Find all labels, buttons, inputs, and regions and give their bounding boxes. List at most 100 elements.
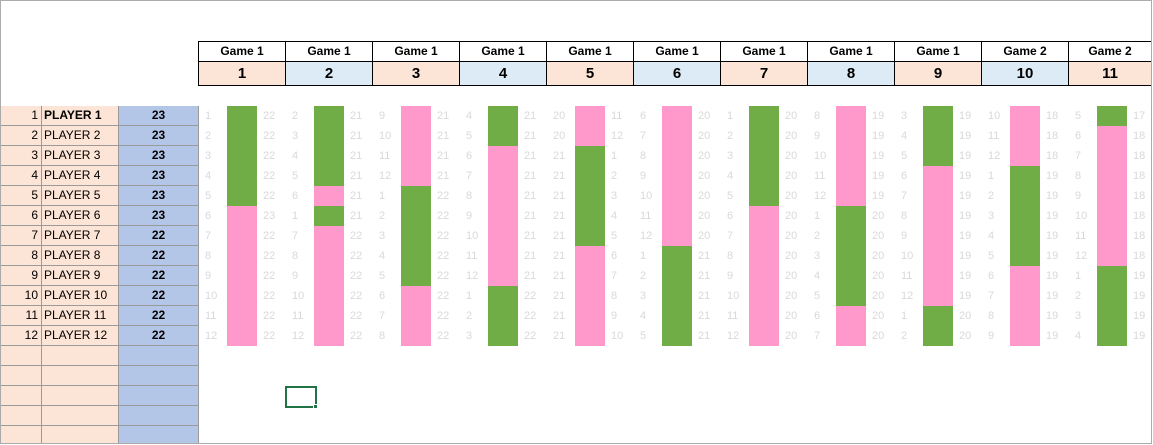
player-name-cell[interactable] [42,386,119,406]
rank-cell[interactable]: 11 [1,306,42,326]
player-name-cell[interactable]: PLAYER 11 [42,306,119,326]
rank-cell[interactable] [1,346,42,366]
game-label-header[interactable]: Game 2 [981,41,1068,62]
player-name-cell[interactable]: PLAYER 1 [42,106,119,126]
bar-segment-pink [314,226,344,346]
total-value: 21 [350,130,363,142]
seed-value: 9 [466,210,473,222]
game-number-header[interactable]: 10 [981,62,1068,86]
score-cell[interactable]: 22 [119,306,199,326]
bar-segment-pink [227,206,257,346]
game-label-header[interactable]: Game 2 [1068,41,1151,62]
player-name-cell[interactable] [42,406,119,426]
player-name-cell[interactable]: PLAYER 12 [42,326,119,346]
game-label-header[interactable]: Game 1 [807,41,894,62]
game-number-header[interactable]: 8 [807,62,894,86]
total-value: 20 [785,170,798,182]
bar-segment-green [749,106,779,206]
seed-value: 9 [205,270,212,282]
game-number-header[interactable]: 7 [720,62,807,86]
player-name-cell[interactable]: PLAYER 8 [42,246,119,266]
score-cell[interactable] [119,346,199,366]
game-number-header[interactable]: 6 [633,62,720,86]
rank-cell[interactable] [1,406,42,426]
rank-cell[interactable]: 12 [1,326,42,346]
player-name-cell[interactable] [42,346,119,366]
score-cell[interactable]: 22 [119,326,199,346]
game-number-header[interactable]: 2 [285,62,372,86]
rank-cell[interactable]: 2 [1,126,42,146]
game-number-header[interactable]: 11 [1068,62,1151,86]
player-name-cell[interactable]: PLAYER 6 [42,206,119,226]
seed-value: 21 [553,270,566,282]
score-cell[interactable] [119,366,199,386]
rank-cell[interactable]: 7 [1,226,42,246]
game-label-header[interactable]: Game 1 [720,41,807,62]
selected-cell[interactable] [285,386,317,408]
bar-segment-pink [662,106,692,246]
score-cell[interactable]: 23 [119,186,199,206]
rank-cell[interactable]: 8 [1,246,42,266]
game-number-header[interactable]: 1 [198,62,285,86]
score-cell[interactable]: 22 [119,226,199,246]
rank-cell[interactable] [1,426,42,443]
score-cell[interactable]: 23 [119,106,199,126]
total-value: 21 [350,150,363,162]
score-cell[interactable]: 23 [119,166,199,186]
game-label-header[interactable]: Game 1 [633,41,720,62]
total-value: 19 [1046,310,1059,322]
game-number-header[interactable]: 4 [459,62,546,86]
player-name-cell[interactable]: PLAYER 5 [42,186,119,206]
player-name-cell[interactable]: PLAYER 10 [42,286,119,306]
score-cell[interactable]: 22 [119,246,199,266]
player-name-cell[interactable]: PLAYER 2 [42,126,119,146]
score-cell[interactable]: 23 [119,126,199,146]
rank-cell[interactable]: 10 [1,286,42,306]
rank-cell[interactable]: 1 [1,106,42,126]
score-cell[interactable]: 23 [119,206,199,226]
player-name-cell[interactable]: PLAYER 3 [42,146,119,166]
rank-cell[interactable]: 5 [1,186,42,206]
player-name-cell[interactable]: PLAYER 4 [42,166,119,186]
rank-cell[interactable] [1,366,42,386]
game-label-header[interactable]: Game 1 [546,41,633,62]
fill-handle[interactable] [313,404,318,409]
total-value: 22 [263,230,276,242]
rank-cell[interactable] [1,386,42,406]
total-value: 21 [350,110,363,122]
rank-cell[interactable]: 4 [1,166,42,186]
seed-value: 10 [727,290,740,302]
total-value: 20 [698,190,711,202]
game-number-header[interactable]: 9 [894,62,981,86]
game-label-header[interactable]: Game 1 [894,41,981,62]
total-value: 21 [350,170,363,182]
seed-value: 10 [1075,210,1088,222]
total-value: 20 [785,150,798,162]
game-number-header[interactable]: 3 [372,62,459,86]
seed-value: 12 [1075,250,1088,262]
game-label-header[interactable]: Game 1 [285,41,372,62]
player-name-cell[interactable] [42,426,119,443]
score-cell[interactable]: 22 [119,266,199,286]
score-cell[interactable] [119,426,199,443]
seed-value: 8 [205,250,212,262]
score-cell[interactable]: 22 [119,286,199,306]
game-label-header[interactable]: Game 1 [459,41,546,62]
game-label-header[interactable]: Game 1 [372,41,459,62]
seed-value: 11 [379,150,391,162]
score-cell[interactable] [119,406,199,426]
rank-cell[interactable]: 9 [1,266,42,286]
seed-value: 2 [292,110,299,122]
rank-cell[interactable]: 6 [1,206,42,226]
seed-value: 4 [640,310,647,322]
rank-cell[interactable]: 3 [1,146,42,166]
score-cell[interactable] [119,386,199,406]
player-name-cell[interactable]: PLAYER 9 [42,266,119,286]
player-name-cell[interactable]: PLAYER 7 [42,226,119,246]
player-name-cell[interactable] [42,366,119,386]
total-value: 20 [872,310,885,322]
game-label-header[interactable]: Game 1 [198,41,285,62]
game-number-header[interactable]: 5 [546,62,633,86]
score-cell[interactable]: 23 [119,146,199,166]
